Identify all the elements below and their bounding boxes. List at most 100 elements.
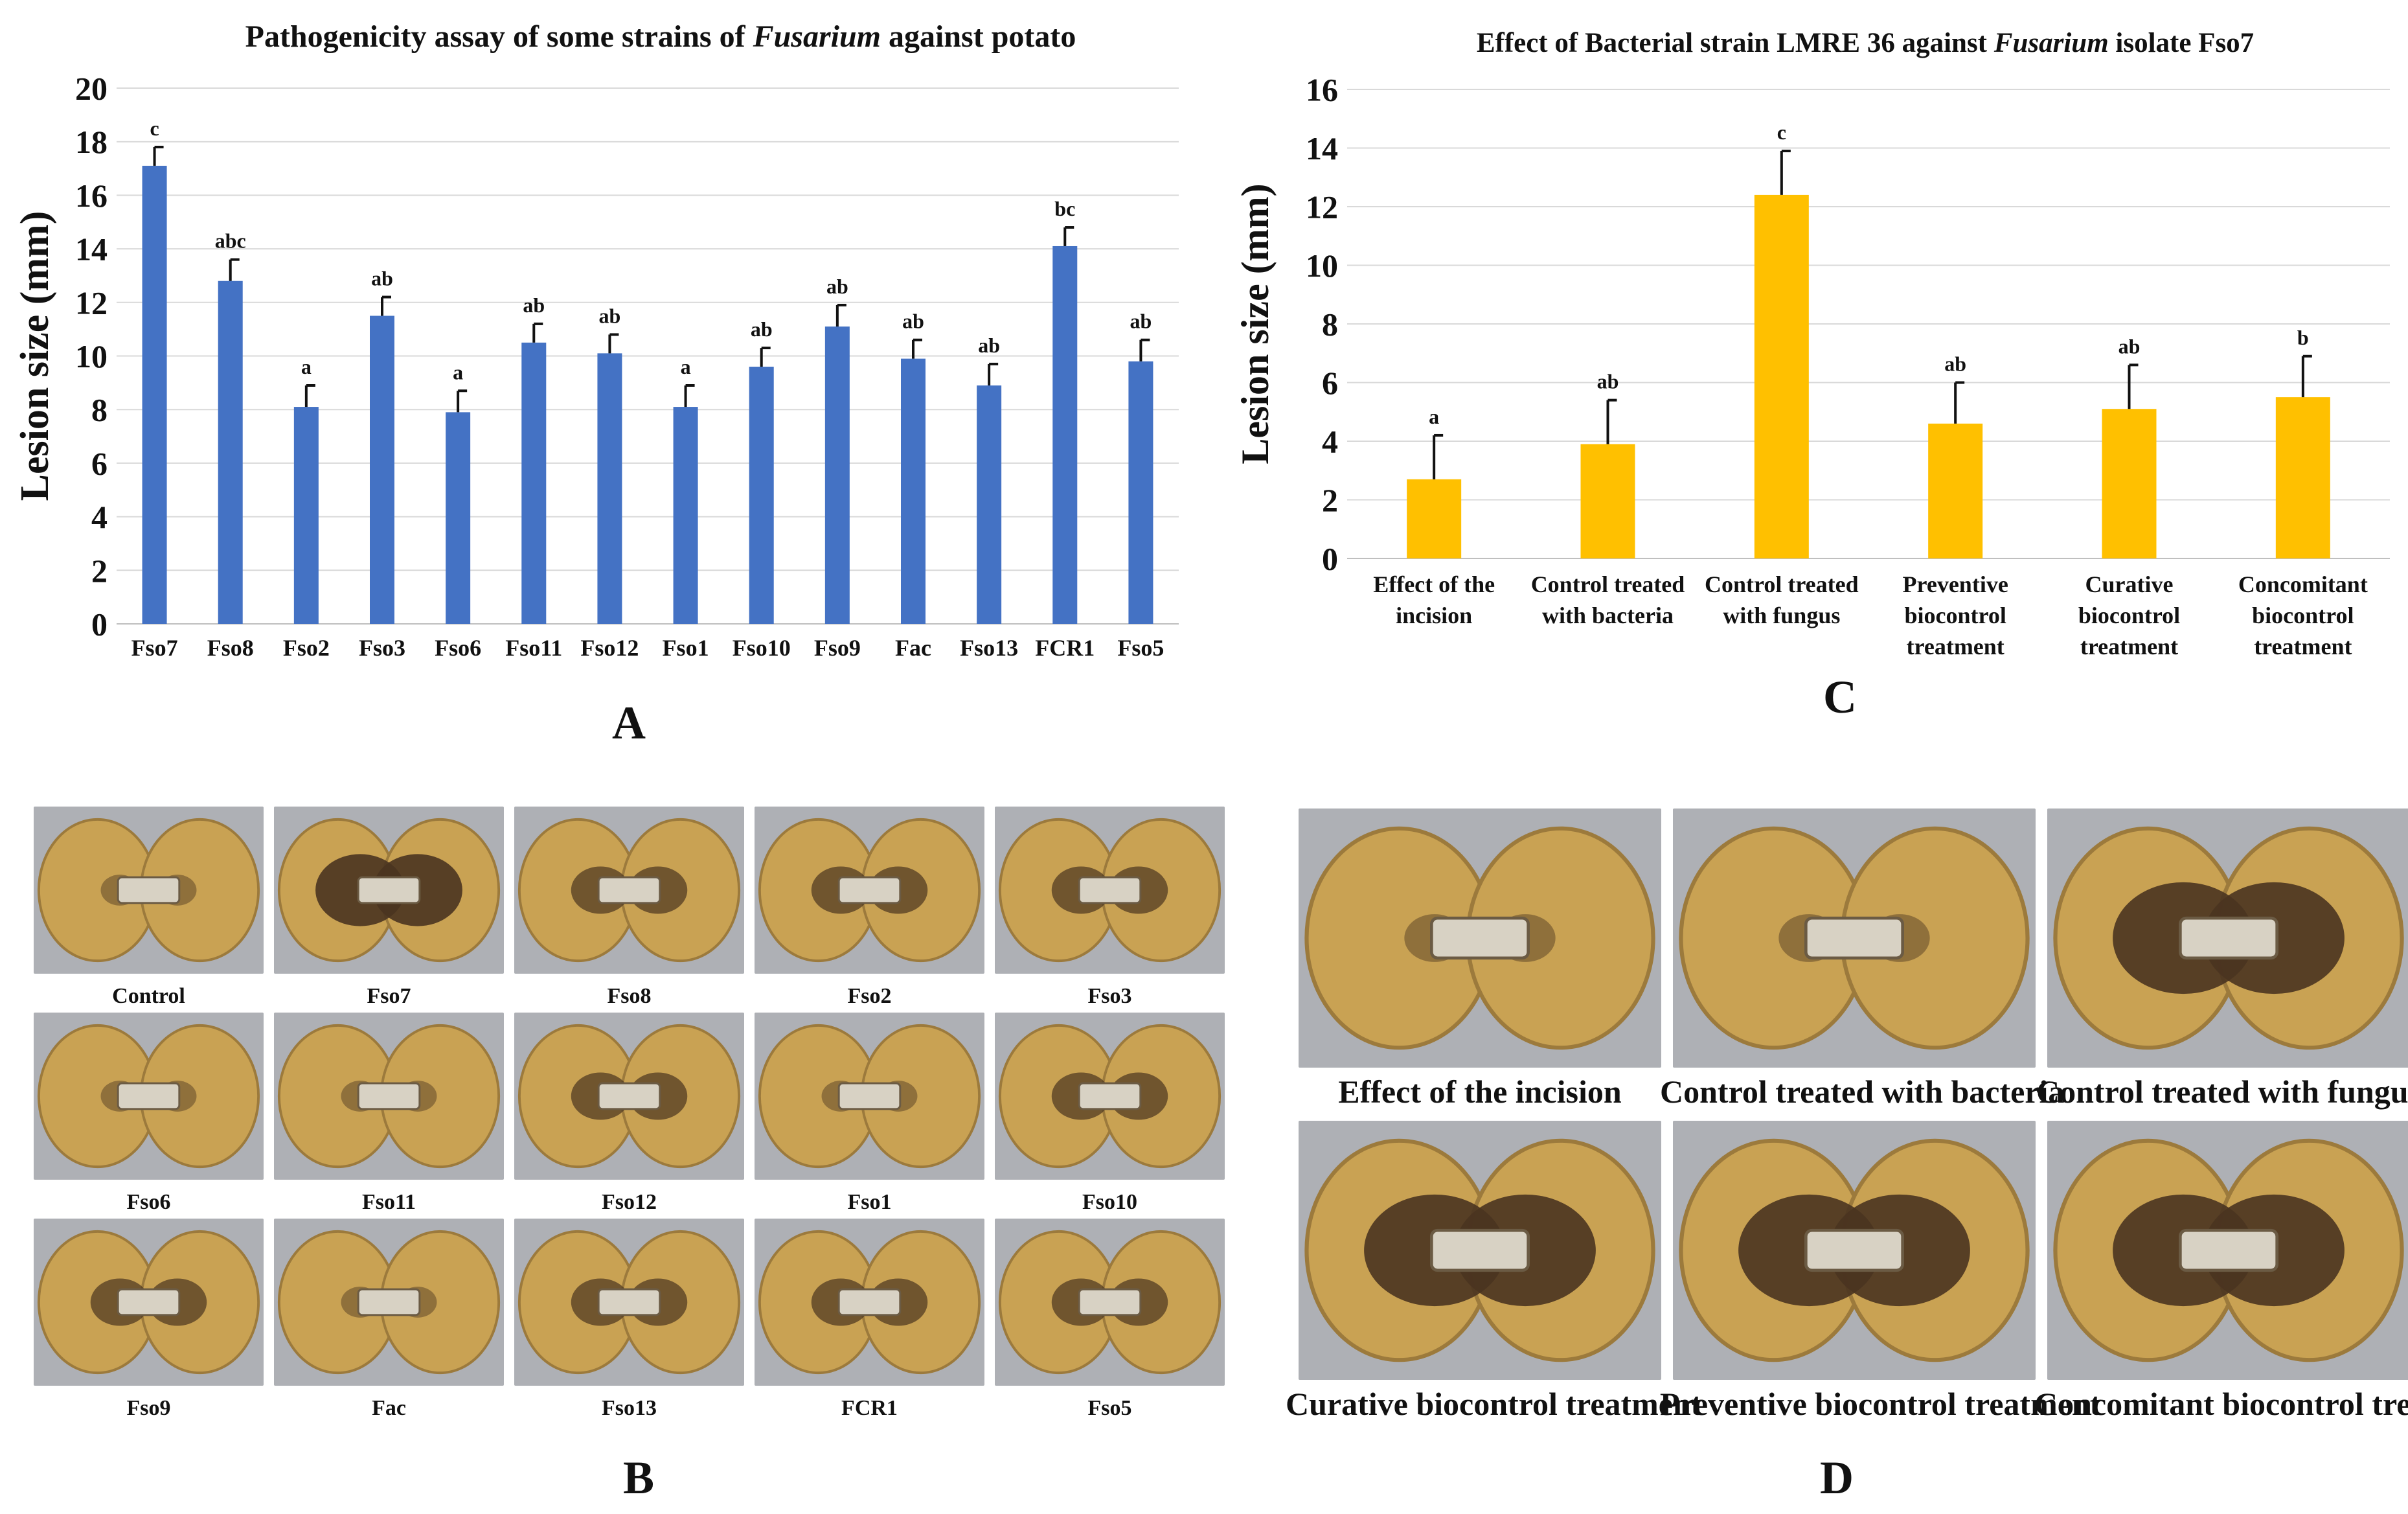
grid-b-photo-caption: Fso9 <box>126 1396 171 1420</box>
grid-b-photo-caption: Fso13 <box>602 1396 657 1420</box>
chart-a-category-label: Fso3 <box>359 635 405 661</box>
chart-a-category-label: Fac <box>895 635 931 661</box>
grid-d-photo-caption: Curative biocontrol treatment <box>1286 1386 1702 1422</box>
grid-d-photo-caption: Control treated with bacteria <box>1660 1073 2065 1110</box>
chart-c-category-label: Concomitant biocontrol treatment <box>2238 571 2368 660</box>
chart-a-category-label: Fso8 <box>207 635 254 661</box>
chart-c-significance-letter: a <box>1429 405 1439 428</box>
chart-a-significance-letter: abc <box>215 229 246 253</box>
chart-a-title: Pathogenicity assay of some strains of F… <box>245 19 1076 54</box>
grid-b-photo <box>755 1219 984 1386</box>
chart-a-significance-letter: ab <box>1130 310 1152 333</box>
grid-b-photo-caption: FCR1 <box>841 1396 898 1420</box>
chart-c-ytick-label: 2 <box>1322 482 1338 518</box>
chart-c-ytick-label: 6 <box>1322 365 1338 401</box>
grid-b-photo-caption: Fso2 <box>847 984 892 1008</box>
panel-label-c: C <box>1823 671 1857 723</box>
chart-a-significance-letter: bc <box>1054 197 1075 220</box>
grid-b-photo-caption: Fso11 <box>361 1190 416 1214</box>
chart-c-ytick-label: 8 <box>1322 306 1338 343</box>
panel-label-a: A <box>612 697 646 749</box>
grid-b-photo-caption: Fso12 <box>602 1190 657 1214</box>
grid-b-photo <box>514 1013 744 1180</box>
chart-c-ytick-label: 14 <box>1306 130 1338 166</box>
chart-a-significance-letter: ab <box>826 275 848 298</box>
grid-b-photo <box>34 1219 264 1386</box>
potato-photo-image <box>1673 1121 2036 1380</box>
chart-c-bar <box>1754 194 1809 558</box>
grid-d-photo-caption: Control treated with fungus <box>2036 1073 2408 1110</box>
potato-photo-image <box>755 807 984 974</box>
chart-a-ytick-label: 4 <box>91 499 108 535</box>
chart-c-significance-letter: c <box>1777 120 1786 144</box>
potato-photo-image <box>995 1013 1225 1180</box>
potato-photo-image <box>1299 809 1661 1068</box>
chart-a-significance-letter: ab <box>978 334 1000 357</box>
chart-a-significance-letter: ab <box>371 267 393 290</box>
potato-photo-image <box>34 1219 264 1386</box>
chart-c-bar <box>1928 423 1983 558</box>
grid-d-photo-caption: Effect of the incision <box>1338 1073 1622 1110</box>
grid-b-photo <box>755 807 984 974</box>
grid-d-photo <box>2047 1121 2408 1380</box>
chart-a-bar <box>1052 246 1078 625</box>
chart-c-category-label: Control treated with bacteria <box>1531 571 1685 628</box>
chart-a-category-label: FCR1 <box>1035 635 1095 661</box>
chart-c-y-axis-label: Lesion size (mm) <box>1234 183 1277 464</box>
chart-a-category-label: Fso5 <box>1117 635 1164 661</box>
chart-a-significance-letter: a <box>681 355 691 378</box>
chart-a-significance-letter: a <box>301 355 312 378</box>
potato-photo-image <box>2047 809 2408 1068</box>
chart-a-bar <box>749 367 774 624</box>
chart-c-category-label: Control treated with fungus <box>1705 571 1859 628</box>
chart-a-bar <box>1128 361 1153 624</box>
chart-a-ytick-label: 8 <box>91 392 108 428</box>
chart-c-ytick-label: 12 <box>1306 189 1338 225</box>
chart-a-category-label: Fso12 <box>580 635 639 661</box>
chart-a-bar <box>901 358 926 624</box>
chart-a-category-label: Fso13 <box>960 635 1018 661</box>
grid-b-photo-caption: Fso6 <box>126 1190 171 1214</box>
chart-a-y-axis-label: Lesion size (mm) <box>13 211 57 501</box>
potato-photo-image <box>274 807 504 974</box>
panel-label-b: B <box>623 1452 655 1504</box>
grid-b-photo-caption: Fso10 <box>1082 1190 1137 1214</box>
grid-b-photo <box>514 807 744 974</box>
grid-b-photo-caption: Fso8 <box>607 984 652 1008</box>
chart-c-category-label: Preventive biocontrol treatment <box>1903 571 2008 660</box>
grid-b-photo-caption: Fso7 <box>367 984 411 1008</box>
chart-a-bar <box>977 385 1002 624</box>
grid-b-photo <box>34 807 264 974</box>
chart-a-bar <box>521 342 547 624</box>
grid-d-photo <box>1299 1121 1661 1380</box>
grid-d-photo <box>1673 809 2036 1068</box>
chart-a-significance-letter: a <box>453 360 463 384</box>
grid-b-photo <box>995 807 1225 974</box>
chart-a-pathogenicity: Pathogenicity assay of some strains of F… <box>13 19 1179 661</box>
chart-c-ytick-label: 4 <box>1322 424 1338 460</box>
grid-b-photo-caption: Control <box>112 984 185 1008</box>
grid-d-photo <box>1299 809 1661 1068</box>
chart-a-significance-letter: ab <box>902 310 924 333</box>
grid-b-photo-caption: Fso5 <box>1087 1396 1132 1420</box>
potato-photo-image <box>274 1219 504 1386</box>
chart-a-category-label: Fso6 <box>435 635 481 661</box>
chart-a-bar <box>446 412 471 624</box>
potato-photo-image <box>514 1013 744 1180</box>
chart-c-bar <box>2102 409 2157 558</box>
grid-b-photo <box>274 1219 504 1386</box>
potato-photo-image <box>34 1013 264 1180</box>
chart-a-bar <box>824 327 850 624</box>
potato-photo-image <box>1299 1121 1661 1380</box>
chart-a-ytick-label: 12 <box>75 284 108 321</box>
chart-c-ytick-label: 10 <box>1306 247 1338 284</box>
chart-a-bar <box>218 281 243 625</box>
grid-b-photo <box>514 1219 744 1386</box>
potato-photo-image <box>755 1219 984 1386</box>
chart-a-category-label: Fso1 <box>663 635 709 661</box>
chart-a-category-label: Fso2 <box>283 635 330 661</box>
chart-a-significance-letter: ab <box>599 304 621 327</box>
chart-a-ytick-label: 10 <box>75 338 108 374</box>
grid-b-photo-caption: Fso1 <box>847 1190 892 1214</box>
chart-c-bacterial-effect: Effect of Bacterial strain LMRE 36 again… <box>1234 28 2390 660</box>
